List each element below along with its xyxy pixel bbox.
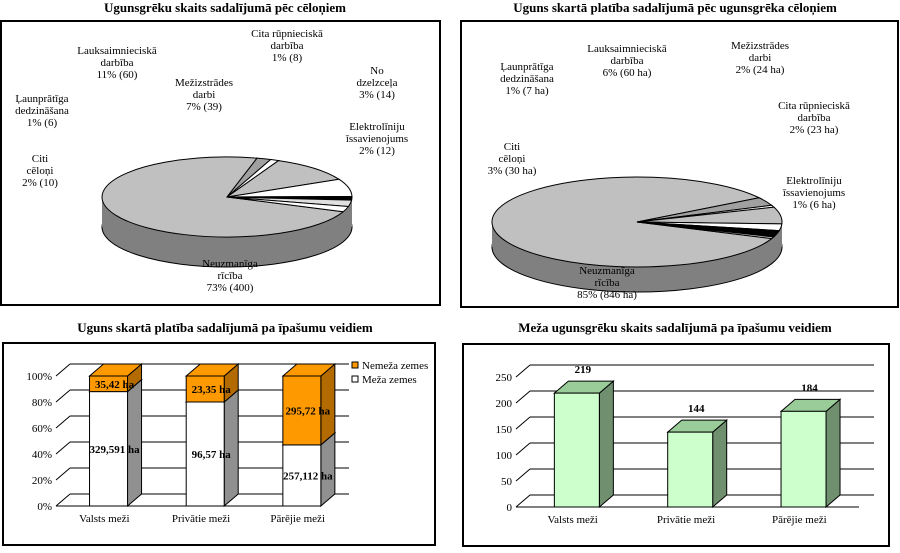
x-tick-label: Privātie meži — [172, 513, 230, 525]
y-tick-label: 250 — [496, 372, 513, 384]
slice-label: Citi cēloņi 2% (10) — [22, 153, 58, 189]
bar — [780, 410, 827, 508]
bar-side — [598, 380, 614, 509]
y-tick-label: 50 — [501, 476, 513, 488]
y-tick-label: 40% — [32, 449, 52, 461]
bar — [667, 431, 714, 508]
slice-label: Lauksaimnieciskā darbība 11% (60) — [77, 45, 157, 81]
x-tick-label: Valsts meži — [79, 513, 129, 525]
legend-label: Nemeža zemes — [362, 360, 428, 372]
x-tick-label: Privātie meži — [657, 514, 715, 526]
x-tick-label: Valsts meži — [547, 514, 597, 526]
gridline — [55, 467, 71, 481]
pie1-svg: Neuzmanīga rīcība 73% (400) Citi cēloņi 2% (1… — [15, 28, 408, 294]
pie1-title: Ugunsgrēku skaits sadalījumā pēc cēloņie… — [104, 0, 346, 15]
pie2-chart: Neuzmanīga rīcība 85% (846 ha) Citi cēloņi 3%… — [460, 20, 899, 308]
gridline — [55, 441, 71, 455]
y-tick-label: 80% — [32, 397, 52, 409]
gridline — [515, 390, 531, 404]
bar — [185, 401, 225, 507]
y-tick-label: 150 — [496, 424, 513, 436]
slice-label: Mežizstrādes darbi 7% (39) — [175, 77, 233, 113]
data-label: 23,35 ha — [192, 384, 232, 396]
bar-side — [320, 362, 336, 446]
gridline — [55, 493, 71, 507]
legend-label: Meža zemes — [362, 374, 417, 386]
pie1-chart: Neuzmanīga rīcība 73% (400) Citi cēloņi 2% (1… — [0, 20, 441, 306]
x-tick-label: Pārējie meži — [270, 513, 325, 525]
bar — [553, 392, 600, 508]
data-label: 219 — [575, 364, 592, 376]
bar — [282, 444, 322, 507]
bar2-svg: 0 50 100 150 200 250 Valsts meži 219 Privātie me… — [496, 364, 874, 526]
gridline — [55, 415, 71, 429]
data-label: 144 — [688, 403, 705, 415]
y-tick-label: 100% — [26, 371, 52, 383]
pie-slice — [101, 156, 345, 238]
x-tick-label: Pārējie meži — [772, 514, 827, 526]
y-tick-label: 0 — [507, 502, 513, 514]
bar — [89, 375, 129, 393]
gridline — [515, 442, 531, 456]
y-tick-label: 100 — [496, 450, 513, 462]
legend-swatch — [351, 375, 359, 383]
slice-label: Neuzmanīga rīcība 73% (400) — [202, 258, 258, 294]
pie-slice — [636, 221, 775, 240]
slice-label: No dzelzceļa 3% (14) — [357, 65, 398, 101]
slice-label: Ļaunprātīga dedzināšana 1% (7 ha) — [500, 61, 554, 97]
data-label: 295,72 ha — [286, 405, 331, 417]
y-tick-label: 200 — [496, 398, 513, 410]
slice-label: Elektrolīniju īssavienojums 2% (12) — [345, 121, 408, 157]
data-label: 184 — [801, 382, 818, 394]
bar — [89, 391, 129, 507]
gridline — [515, 364, 531, 378]
slice-label: Elektrolīniju īssavienojums 1% (6 ha) — [782, 175, 845, 211]
slice-label: Mežizstrādes darbi 2% (24 ha) — [731, 40, 789, 76]
bar1-title: Uguns skartā platība sadalījumā pa īpašu… — [77, 320, 373, 335]
bar — [185, 375, 225, 403]
pie-slice — [491, 176, 774, 268]
data-label: 35,42 ha — [95, 379, 135, 391]
bar-side — [223, 388, 239, 508]
bar-side — [320, 431, 336, 508]
slice-label: Neuzmanīga rīcība 85% (846 ha) — [577, 265, 637, 301]
bar-side — [825, 398, 841, 509]
gridline — [55, 363, 71, 377]
pie-slice — [226, 196, 350, 213]
data-label: 329,591 ha — [89, 444, 140, 456]
bar1-svg: 0% 20% 40% 60% 80% 100% Valsts meži 329,591 ha 3… — [26, 360, 428, 525]
gridline — [515, 468, 531, 482]
y-tick-label: 0% — [37, 501, 52, 513]
y-tick-label: 20% — [32, 475, 52, 487]
gridline — [515, 494, 531, 508]
slice-label: Cita rūpnieciskā darbība 2% (23 ha) — [778, 100, 850, 136]
pie2-svg: Neuzmanīga rīcība 85% (846 ha) Citi cēloņi 3%… — [488, 40, 850, 301]
bar-side — [127, 378, 143, 508]
legend-swatch — [351, 361, 359, 369]
gridline — [515, 416, 531, 430]
slice-label: Lauksaimnieciskā darbība 6% (60 ha) — [587, 43, 667, 79]
y-tick-label: 60% — [32, 423, 52, 435]
bar1-chart: 0% 20% 40% 60% 80% 100% Valsts meži 329,591 ha 3… — [2, 342, 436, 546]
slice-label: Ļaunprātīga dedzināšana 1% (6) — [15, 93, 69, 129]
data-label: 96,57 ha — [192, 449, 232, 461]
bar2-title: Meža ugunsgrēku skaits sadalījumā pa īpa… — [518, 320, 832, 335]
pie2-title: Uguns skartā platība sadalījumā pēc ugun… — [513, 0, 837, 15]
gridline — [55, 389, 71, 403]
data-label: 257,112 ha — [283, 470, 333, 482]
slice-label: Citi cēloņi 3% (30 ha) — [488, 141, 537, 177]
slice-label: Cita rūpnieciskā darbība 1% (8) — [251, 28, 323, 64]
pie-slice — [226, 160, 341, 198]
bar2-chart: 0 50 100 150 200 250 Valsts meži 219 Privātie me… — [462, 343, 890, 547]
bar-side — [712, 419, 728, 509]
bar — [282, 375, 322, 446]
